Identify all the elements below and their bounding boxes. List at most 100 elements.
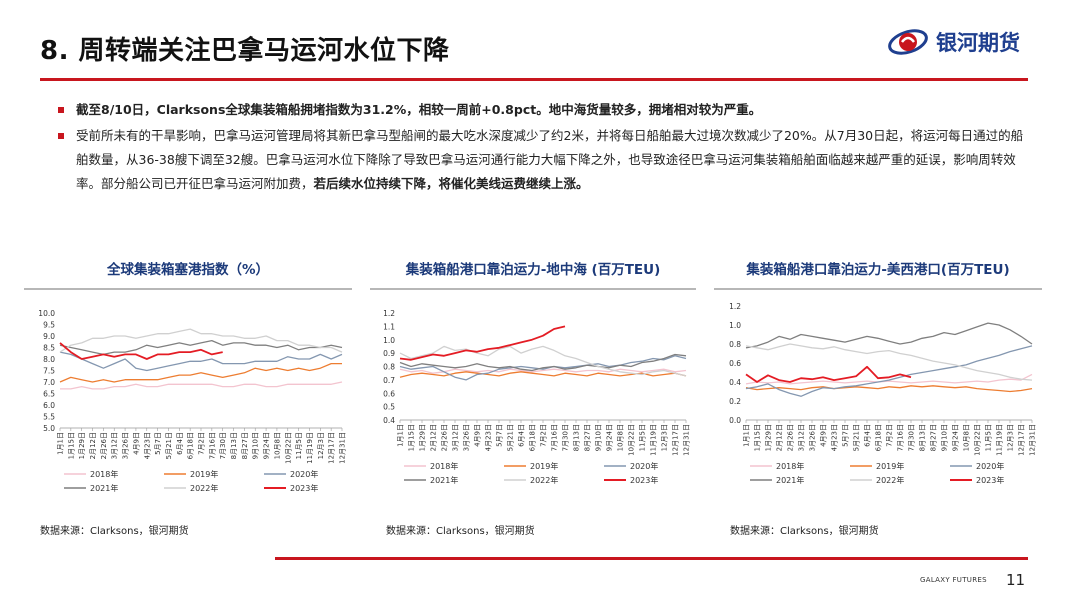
legend-label: 2021年 — [430, 475, 458, 485]
y-tick-label: 1.0 — [383, 336, 395, 345]
x-tick-label: 10月8日 — [963, 424, 971, 451]
footer-divider — [275, 557, 1028, 560]
line-chart-svg: 0.0 0.2 0.4 0.6 0.8 1.0 1.2 1月1日 1月15日 1月29日 2月12日… — [729, 302, 1037, 485]
y-tick-label: 6.5 — [43, 390, 55, 399]
footer-brand: GALAXY FUTURES — [920, 576, 987, 584]
x-tick-label: 2月26日 — [100, 432, 108, 459]
x-tick-label: 11月19日 — [650, 424, 658, 456]
y-tick-label: 7.5 — [43, 367, 55, 376]
x-tick-label: 3月12日 — [798, 424, 806, 451]
bullet-text: 截至8/10日，Clarksons全球集装箱船拥堵指数为31.2%，相较一周前+… — [76, 102, 762, 117]
x-tick-label: 2月12日 — [430, 424, 438, 451]
x-tick-label: 1月1日 — [57, 432, 65, 455]
x-tick-label: 1月1日 — [743, 424, 751, 447]
x-tick-label: 6月4日 — [864, 424, 872, 447]
series-line-2018年 — [399, 368, 687, 374]
series-line-2019年 — [745, 385, 1033, 393]
bullet-item: 受前所未有的干旱影响，巴拿马运河管理局将其新巴拿马型船闸的最大吃水深度减少了约2… — [56, 124, 1028, 196]
x-tick-label: 10月22日 — [628, 424, 636, 456]
page-number: 11 — [1006, 571, 1026, 589]
x-tick-label: 7月2日 — [540, 424, 548, 447]
legend-label: 2020年 — [290, 469, 318, 479]
x-tick-label: 1月1日 — [397, 424, 405, 447]
x-tick-label: 8月27日 — [930, 424, 938, 451]
y-tick-label: 0.5 — [383, 403, 395, 412]
y-tick-label: 1.0 — [729, 321, 741, 330]
y-tick-label: 5.5 — [43, 413, 55, 422]
x-tick-label: 9月24日 — [263, 432, 271, 459]
x-tick-label: 12月31日 — [683, 424, 691, 456]
chart-title-divider — [370, 288, 696, 290]
series-line-2021年 — [745, 322, 1033, 349]
x-tick-label: 1月29日 — [765, 424, 773, 451]
y-tick-label: 0.8 — [383, 363, 395, 372]
x-tick-label: 1月15日 — [408, 424, 416, 451]
x-tick-label: 3月12日 — [111, 432, 119, 459]
y-tick-label: 1.2 — [729, 302, 741, 311]
logo-text: 银河期货 — [936, 31, 1020, 55]
x-tick-label: 2月26日 — [787, 424, 795, 451]
x-tick-label: 4月9日 — [820, 424, 828, 447]
chart-title-divider — [714, 288, 1042, 290]
x-tick-label: 7月16日 — [208, 432, 216, 459]
y-tick-label: 0.0 — [729, 416, 741, 425]
chart-title-divider — [24, 288, 352, 290]
chart-uswc-berth-capacity: 集装箱船港口靠泊运力-美西港口(百万TEU) 0.0 0.2 0.4 0.6 0.8 1.… — [714, 258, 1042, 518]
x-tick-label: 12月17日 — [1018, 424, 1026, 456]
legend-label: 2022年 — [190, 483, 218, 493]
x-tick-label: 7月2日 — [886, 424, 894, 447]
series-line-2020年 — [59, 351, 343, 372]
y-tick-label: 1.1 — [383, 322, 395, 331]
legend-label: 2018年 — [430, 461, 458, 471]
legend-label: 2019年 — [530, 461, 558, 471]
legend-label: 2019年 — [876, 461, 904, 471]
legend-label: 2018年 — [90, 469, 118, 479]
series-line-2022年 — [59, 328, 343, 353]
x-tick-label: 12月3日 — [1007, 424, 1015, 451]
series-line-2023年 — [59, 342, 223, 360]
header-divider — [40, 78, 1028, 81]
legend-label: 2023年 — [976, 475, 1004, 485]
series-line-2023年 — [745, 365, 912, 383]
x-tick-label: 6月18日 — [875, 424, 883, 451]
x-tick-label: 11月19日 — [996, 424, 1004, 456]
x-tick-label: 8月13日 — [230, 432, 238, 459]
x-tick-label: 7月16日 — [551, 424, 559, 451]
chart-source: 数据来源：Clarksons，银河期货 — [730, 526, 879, 537]
x-tick-label: 9月24日 — [952, 424, 960, 451]
x-tick-label: 1月15日 — [67, 432, 75, 459]
x-tick-label: 4月23日 — [143, 432, 151, 459]
chart-med-berth-capacity: 集装箱船港口靠泊运力-地中海 (百万TEU) 0.4 0.5 0.6 0.7 0.8 0.… — [370, 258, 696, 518]
x-tick-label: 11月5日 — [639, 424, 647, 451]
chart-title: 集装箱船港口靠泊运力-美西港口(百万TEU) — [746, 262, 1010, 278]
x-tick-label: 3月26日 — [122, 432, 130, 459]
x-tick-label: 4月9日 — [132, 432, 140, 455]
legend-label: 2019年 — [190, 469, 218, 479]
y-tick-label: 0.9 — [383, 349, 395, 358]
bullet-list: 截至8/10日，Clarksons全球集装箱船拥堵指数为31.2%，相较一周前+… — [56, 98, 1028, 198]
x-tick-label: 8月13日 — [573, 424, 581, 451]
y-tick-label: 5.0 — [43, 424, 55, 433]
legend-label: 2021年 — [90, 483, 118, 493]
y-tick-label: 0.7 — [383, 376, 395, 385]
x-tick-label: 7月30日 — [219, 432, 227, 459]
x-tick-label: 1月29日 — [78, 432, 86, 459]
x-tick-label: 8月27日 — [584, 424, 592, 451]
bullet-emphasis: 若后续水位持续下降，将催化美线运费继续上涨。 — [313, 176, 589, 191]
x-tick-label: 12月31日 — [339, 432, 347, 464]
x-tick-label: 10月8日 — [273, 432, 281, 459]
y-tick-label: 0.2 — [729, 397, 741, 406]
y-tick-label: 7.0 — [43, 378, 55, 387]
bullet-text: 受前所未有的干旱影响，巴拿马运河管理局将其新巴拿马型船闸的最大吃水深度减少了约2… — [76, 128, 1024, 191]
x-tick-label: 9月24日 — [606, 424, 614, 451]
chart-source: 数据来源：Clarksons，银河期货 — [40, 526, 189, 537]
x-tick-label: 7月30日 — [908, 424, 916, 451]
x-tick-label: 12月31日 — [1029, 424, 1037, 456]
series-line-2022年 — [399, 345, 687, 377]
x-tick-label: 12月17日 — [672, 424, 680, 456]
legend-label: 2020年 — [976, 461, 1004, 471]
x-tick-label: 6月4日 — [518, 424, 526, 447]
legend-label: 2022年 — [876, 475, 904, 485]
x-tick-label: 11月19日 — [306, 432, 314, 464]
x-tick-label: 12月17日 — [328, 432, 336, 464]
